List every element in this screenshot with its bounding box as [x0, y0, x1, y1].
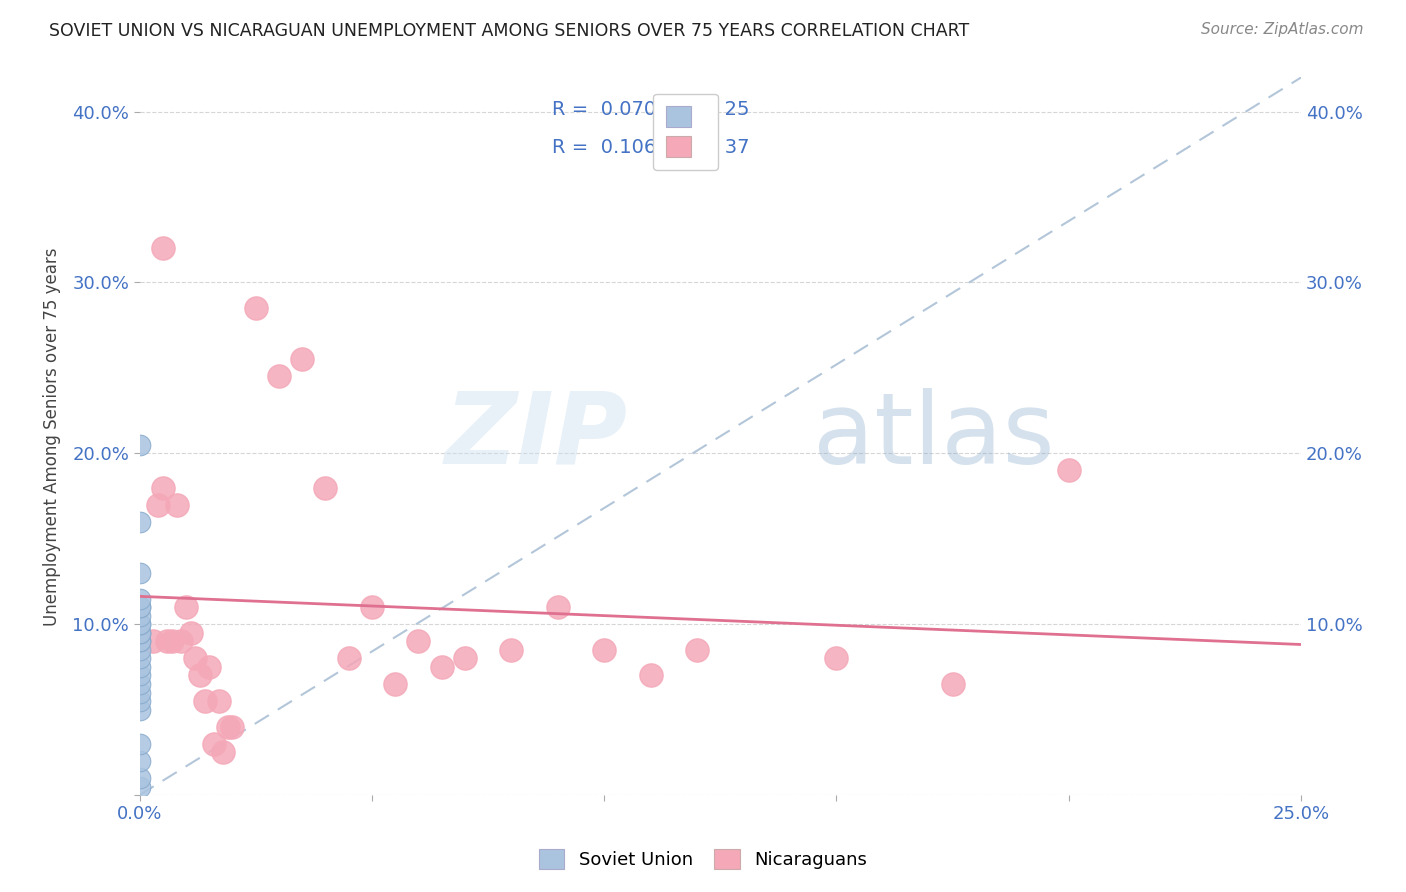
Text: Source: ZipAtlas.com: Source: ZipAtlas.com	[1201, 22, 1364, 37]
Point	[1057, 463, 1080, 477]
Point	[207, 694, 229, 708]
Text: R =  0.070    N = 25: R = 0.070 N = 25	[553, 101, 749, 120]
Point	[128, 634, 150, 648]
Point	[128, 780, 150, 794]
Point	[170, 634, 193, 648]
Point	[128, 625, 150, 640]
Point	[128, 634, 150, 648]
Point	[128, 677, 150, 691]
Point	[198, 660, 221, 674]
Point	[337, 651, 360, 665]
Point	[160, 634, 183, 648]
Point	[245, 301, 267, 315]
Point	[267, 369, 290, 384]
Point	[408, 634, 430, 648]
Point	[142, 634, 165, 648]
Point	[128, 771, 150, 785]
Point	[128, 515, 150, 529]
Point	[128, 591, 150, 606]
Point	[146, 498, 169, 512]
Point	[128, 600, 150, 615]
Point	[128, 694, 150, 708]
Point	[128, 617, 150, 632]
Point	[384, 677, 406, 691]
Point	[128, 703, 150, 717]
Text: ZIP: ZIP	[444, 388, 627, 484]
Point	[686, 643, 709, 657]
Point	[128, 651, 150, 665]
Point	[942, 677, 965, 691]
Point	[174, 600, 197, 615]
Point	[166, 498, 188, 512]
Point	[128, 668, 150, 682]
Point	[180, 625, 202, 640]
Point	[314, 481, 336, 495]
Point	[156, 634, 179, 648]
Point	[547, 600, 569, 615]
Point	[152, 241, 174, 255]
Point	[128, 566, 150, 580]
Point	[501, 643, 523, 657]
Point	[128, 754, 150, 768]
Point	[128, 685, 150, 699]
Text: SOVIET UNION VS NICARAGUAN UNEMPLOYMENT AMONG SENIORS OVER 75 YEARS CORRELATION : SOVIET UNION VS NICARAGUAN UNEMPLOYMENT …	[49, 22, 970, 40]
Point	[825, 651, 848, 665]
Point	[212, 745, 235, 759]
Point	[128, 625, 150, 640]
Legend: Soviet Union, Nicaraguans: Soviet Union, Nicaraguans	[530, 839, 876, 879]
Point	[184, 651, 207, 665]
Point	[430, 660, 453, 674]
Point	[128, 660, 150, 674]
Point	[640, 668, 662, 682]
Y-axis label: Unemployment Among Seniors over 75 years: Unemployment Among Seniors over 75 years	[44, 247, 60, 625]
Point	[217, 720, 239, 734]
Point	[128, 600, 150, 615]
Point	[202, 737, 225, 751]
Point	[128, 737, 150, 751]
Point	[128, 438, 150, 452]
Point	[593, 643, 616, 657]
Point	[128, 608, 150, 623]
Text: atlas: atlas	[813, 388, 1054, 484]
Point	[128, 643, 150, 657]
Point	[291, 352, 314, 367]
Point	[188, 668, 211, 682]
Point	[360, 600, 382, 615]
Point	[454, 651, 477, 665]
Text: R =  0.106    N = 37: R = 0.106 N = 37	[553, 138, 749, 157]
Point	[194, 694, 217, 708]
Point	[221, 720, 243, 734]
Legend: , : ,	[652, 94, 718, 169]
Point	[152, 481, 174, 495]
Point	[128, 617, 150, 632]
